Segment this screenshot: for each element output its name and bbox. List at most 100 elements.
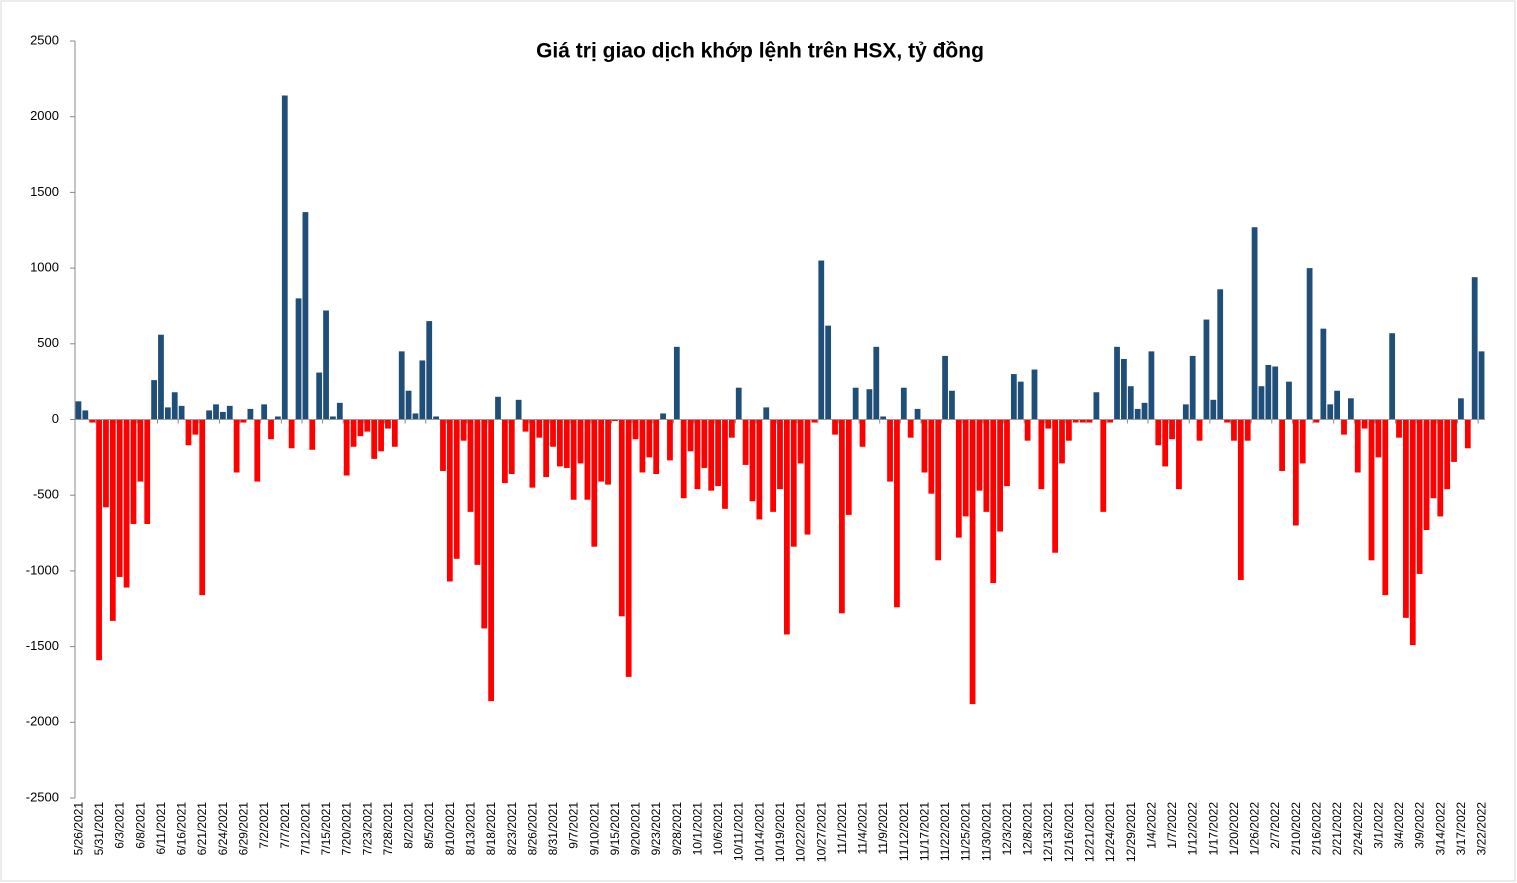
- bar: [1306, 268, 1313, 420]
- bar: [495, 396, 501, 420]
- bar: [1341, 419, 1347, 435]
- bar: [1086, 419, 1093, 423]
- bar: [866, 389, 873, 420]
- x-tick-label: 11/30/2021: [979, 802, 993, 861]
- bar: [467, 419, 474, 512]
- bar: [1217, 289, 1224, 420]
- x-tick-label: 5/31/2021: [92, 802, 106, 856]
- bar: [1361, 419, 1368, 429]
- x-tick-label: 12/8/2021: [1021, 802, 1035, 856]
- bar: [405, 390, 412, 420]
- bar: [667, 419, 673, 461]
- bar: [653, 419, 660, 475]
- bar: [1182, 404, 1189, 420]
- bar: [1072, 419, 1079, 423]
- x-tick-label: 10/14/2021: [752, 802, 766, 862]
- bar: [804, 419, 811, 535]
- chart-title: Giá trị giao dịch khớp lệnh trên HSX, tỷ…: [536, 40, 984, 63]
- bar: [673, 346, 680, 420]
- bar: [1403, 419, 1409, 618]
- x-tick-label: 8/18/2021: [484, 802, 498, 856]
- x-tick-label: 3/4/2022: [1392, 802, 1406, 849]
- bar: [694, 419, 701, 490]
- bar: [1100, 419, 1107, 512]
- bar: [1148, 351, 1155, 420]
- bar: [1196, 419, 1203, 441]
- bar: [969, 419, 976, 705]
- bar: [907, 419, 914, 438]
- bar: [949, 390, 955, 420]
- x-tick-label: 3/22/2022: [1475, 802, 1489, 856]
- bar: [783, 419, 790, 635]
- bar: [577, 419, 584, 464]
- x-tick-label: 6/21/2021: [195, 802, 209, 856]
- x-tick-label: 9/10/2021: [587, 802, 601, 856]
- bar: [398, 351, 405, 420]
- bar: [1079, 419, 1086, 423]
- bar: [1004, 419, 1010, 487]
- bar: [852, 387, 859, 420]
- x-tick-label: 6/3/2021: [113, 802, 127, 849]
- bar: [962, 419, 969, 517]
- bar: [1409, 419, 1416, 646]
- bar: [378, 419, 384, 452]
- bar: [453, 419, 460, 559]
- bar: [639, 419, 646, 473]
- y-tick-label: -1500: [26, 638, 59, 653]
- bar: [1031, 369, 1038, 420]
- x-tick-label: 11/9/2021: [876, 802, 890, 855]
- bar: [192, 419, 199, 435]
- x-tick-label: 8/26/2021: [525, 802, 539, 856]
- bar: [900, 387, 907, 420]
- bar: [254, 419, 261, 482]
- bar: [1010, 374, 1017, 420]
- bar: [1203, 319, 1210, 420]
- bar: [1423, 419, 1430, 531]
- bar: [646, 419, 653, 458]
- bar: [660, 413, 666, 420]
- x-tick-label: 7/20/2021: [340, 802, 354, 856]
- bar: [323, 310, 329, 420]
- x-tick-label: 11/25/2021: [959, 802, 973, 861]
- bar: [818, 260, 825, 420]
- bar: [1244, 419, 1251, 441]
- y-tick-label: 0: [52, 411, 59, 426]
- x-tick-label: 3/1/2022: [1371, 802, 1385, 849]
- x-tick-label: 11/4/2021: [856, 802, 870, 855]
- bar: [460, 419, 467, 441]
- bar: [1189, 355, 1196, 420]
- x-tick-label: 6/11/2021: [154, 802, 168, 855]
- bar: [1292, 419, 1299, 526]
- bar: [481, 419, 488, 629]
- bar: [137, 419, 144, 482]
- bar: [880, 416, 887, 420]
- bar: [955, 419, 962, 538]
- bar: [261, 404, 268, 420]
- x-tick-label: 12/24/2021: [1103, 802, 1117, 862]
- bar: [240, 419, 247, 423]
- x-tick-label: 12/21/2021: [1083, 802, 1097, 862]
- bar: [1017, 381, 1024, 420]
- x-tick-label: 1/17/2022: [1206, 802, 1220, 856]
- bar: [839, 419, 845, 614]
- bar: [735, 387, 742, 420]
- x-tick-label: 11/17/2021: [917, 802, 931, 861]
- bar: [103, 419, 109, 508]
- bar: [1169, 419, 1175, 440]
- y-tick-label: -1000: [26, 562, 59, 577]
- bar: [1265, 364, 1272, 420]
- bar: [419, 360, 426, 420]
- bar: [873, 346, 880, 420]
- x-tick-label: 12/29/2021: [1124, 802, 1138, 862]
- bar: [288, 419, 295, 449]
- x-tick-label: 8/13/2021: [463, 802, 477, 856]
- x-tick-label: 1/12/2022: [1186, 802, 1200, 856]
- bar: [1141, 402, 1148, 420]
- y-tick-label: 2500: [30, 32, 59, 47]
- bar: [440, 419, 446, 471]
- bar: [811, 419, 818, 423]
- x-tick-label: 1/4/2022: [1144, 802, 1158, 849]
- bar: [281, 95, 288, 420]
- bar: [1396, 419, 1402, 438]
- bar: [529, 419, 536, 488]
